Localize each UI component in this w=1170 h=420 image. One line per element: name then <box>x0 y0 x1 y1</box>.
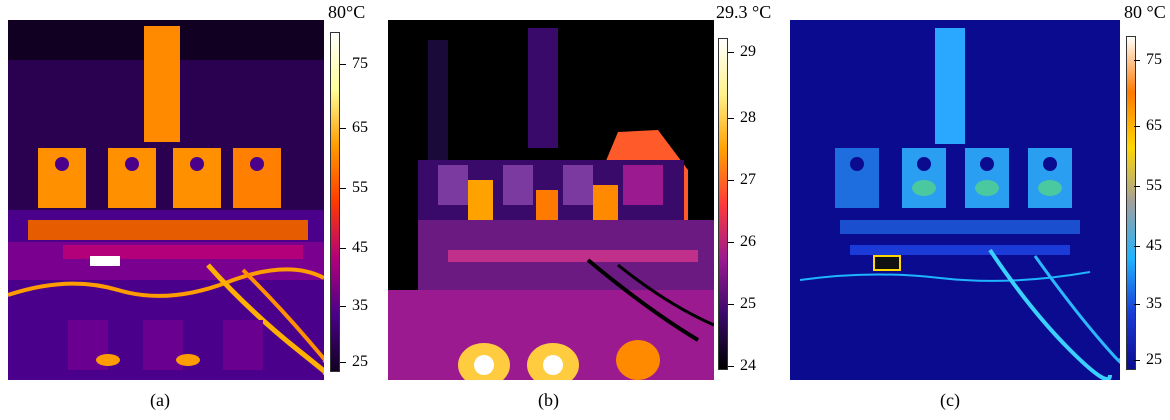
colorbar-tick-c-2: 55 <box>1146 178 1162 194</box>
colorbar-tick-a-4: 35 <box>352 298 368 314</box>
colorbar-tick-b-3: 26 <box>740 234 756 250</box>
colorbar-tick-b-5: 24 <box>740 358 756 374</box>
colorbar-tick-b-0: 29 <box>740 44 756 60</box>
colorbar-tick-c-5: 25 <box>1146 352 1162 368</box>
caption-a: (a) <box>150 390 170 411</box>
caption-b: (b) <box>538 390 559 411</box>
colorbar-tick-a-0: 75 <box>352 56 368 72</box>
thermal-image-a <box>8 20 324 380</box>
colorbar-tick-c-4: 35 <box>1146 296 1162 312</box>
colorbar-tick-a-1: 65 <box>352 120 368 136</box>
thermal-image-c <box>790 20 1120 380</box>
caption-c: (c) <box>940 390 960 411</box>
colorbar-b <box>718 38 728 370</box>
colorbar-a <box>330 32 340 372</box>
colorbar-max-label-c: 80 °C <box>1122 2 1168 23</box>
colorbar-max-label-b: 29.3 °C <box>714 2 773 23</box>
colorbar-max-label-a: 80°C <box>326 2 367 23</box>
colorbar-tick-a-3: 45 <box>352 240 368 256</box>
colorbar-tick-b-4: 25 <box>740 296 756 312</box>
colorbar-c <box>1126 36 1136 370</box>
colorbar-tick-c-1: 65 <box>1146 118 1162 134</box>
colorbar-tick-a-5: 25 <box>352 354 368 370</box>
colorbar-tick-c-3: 45 <box>1146 238 1162 254</box>
colorbar-tick-c-0: 75 <box>1146 52 1162 68</box>
thermal-panel-a: 80°C 75 65 55 45 35 25 (a) <box>0 0 380 420</box>
colorbar-tick-a-2: 55 <box>352 180 368 196</box>
thermal-image-b <box>388 20 714 380</box>
colorbar-tick-b-2: 27 <box>740 172 756 188</box>
thermal-panel-c: 80 °C 75 65 55 45 35 25 (c) <box>790 0 1170 420</box>
thermal-panel-b: 29.3 °C 29 28 27 26 25 24 (b) <box>388 0 780 420</box>
colorbar-tick-b-1: 28 <box>740 110 756 126</box>
